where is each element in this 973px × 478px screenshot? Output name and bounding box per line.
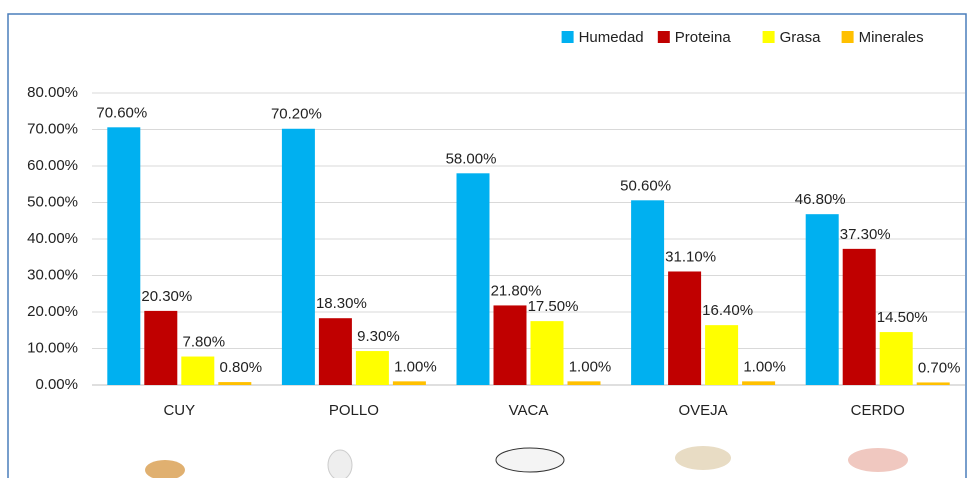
y-tick-label: 40.00% — [27, 230, 78, 247]
bar — [668, 271, 701, 385]
legend-swatch — [658, 31, 670, 43]
y-tick-label: 30.00% — [27, 266, 78, 283]
x-tick-label: POLLO — [329, 402, 379, 419]
data-label: 1.00% — [394, 358, 437, 375]
x-tick-label: CUY — [163, 402, 195, 419]
y-tick-label: 60.00% — [27, 157, 78, 174]
bar — [742, 381, 775, 385]
data-label: 1.00% — [569, 358, 612, 375]
data-label: 37.30% — [840, 226, 891, 243]
bar — [568, 381, 601, 385]
legend-label: Proteina — [675, 29, 732, 46]
data-label: 1.00% — [743, 358, 786, 375]
legend-swatch — [763, 31, 775, 43]
data-label: 46.80% — [795, 191, 846, 208]
y-tick-label: 50.00% — [27, 193, 78, 210]
data-label: 20.30% — [141, 288, 192, 305]
x-tick-label: CERDO — [851, 402, 905, 419]
data-label: 0.70% — [918, 359, 961, 376]
bar — [531, 321, 564, 385]
data-label: 70.60% — [96, 104, 147, 121]
data-label: 18.30% — [316, 295, 367, 312]
y-tick-label: 20.00% — [27, 303, 78, 320]
bar — [181, 357, 214, 385]
bar — [218, 382, 251, 385]
data-label: 70.20% — [271, 106, 322, 123]
bar — [494, 305, 527, 385]
bar — [356, 351, 389, 385]
bar — [705, 325, 738, 385]
legend-swatch — [842, 31, 854, 43]
x-tick-label: OVEJA — [679, 402, 728, 419]
data-label: 7.80% — [183, 333, 226, 350]
data-label: 14.50% — [877, 309, 928, 326]
legend-label: Grasa — [780, 29, 822, 46]
chart: 0.00% 10.00% 20.00% 30.00% 40.00% 50.00% 60.00… — [0, 0, 973, 478]
legend-label: Minerales — [859, 29, 924, 46]
bar — [393, 381, 426, 385]
y-tick-label: 70.00% — [27, 120, 78, 137]
y-tick-label: 0.00% — [35, 376, 78, 393]
data-label: 50.60% — [620, 177, 671, 194]
legend-swatch — [562, 31, 574, 43]
bar — [107, 127, 140, 385]
bar — [282, 129, 315, 385]
bar — [631, 200, 664, 385]
y-tick-label: 80.00% — [27, 84, 78, 101]
data-label: 21.80% — [491, 282, 542, 299]
data-label: 16.40% — [702, 302, 753, 319]
bar — [843, 249, 876, 385]
bar — [144, 311, 177, 385]
data-label: 31.10% — [665, 248, 716, 265]
bar — [319, 318, 352, 385]
y-tick-label: 10.00% — [27, 339, 78, 356]
data-label: 9.30% — [357, 328, 400, 345]
data-label: 0.80% — [220, 359, 263, 376]
bar — [806, 214, 839, 385]
bar — [457, 173, 490, 385]
x-tick-label: VACA — [509, 402, 549, 419]
data-label: 58.00% — [446, 150, 497, 167]
data-label: 17.50% — [528, 298, 579, 315]
legend-label: Humedad — [579, 29, 644, 46]
bar — [917, 382, 950, 385]
bar — [880, 332, 913, 385]
